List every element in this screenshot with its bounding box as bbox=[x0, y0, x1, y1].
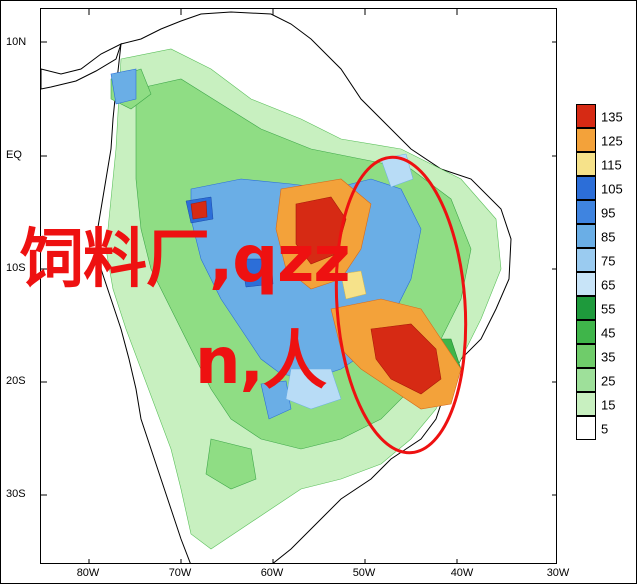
legend-label: 115 bbox=[601, 157, 622, 173]
legend-swatch bbox=[576, 344, 596, 368]
precip-yellow bbox=[340, 270, 367, 300]
axis-ticks bbox=[41, 9, 556, 563]
central-america bbox=[41, 43, 122, 90]
legend-label: 45 bbox=[601, 325, 616, 341]
legend-label: 55 bbox=[601, 301, 616, 317]
overlay-text-line2: n,人 bbox=[195, 325, 327, 399]
precip-map bbox=[41, 9, 556, 563]
legend-label: 65 bbox=[601, 277, 616, 293]
legend-swatch bbox=[576, 392, 596, 416]
legend-label: 85 bbox=[601, 229, 616, 245]
legend-swatch bbox=[576, 368, 596, 392]
legend-swatch bbox=[576, 224, 596, 248]
legend-swatch bbox=[576, 416, 596, 440]
map-panel bbox=[40, 8, 557, 564]
lon-label: 30W bbox=[546, 567, 570, 579]
legend-swatch bbox=[576, 272, 596, 296]
highlight-ellipse bbox=[334, 155, 468, 455]
lon-label: 60W bbox=[260, 567, 284, 579]
lat-label: 30S bbox=[6, 488, 26, 500]
precip-light-blue bbox=[285, 153, 414, 410]
legend-label: 75 bbox=[601, 253, 616, 269]
legend-swatch bbox=[576, 320, 596, 344]
legend-swatch bbox=[576, 200, 596, 224]
lat-label: 20S bbox=[6, 375, 26, 387]
legend-label: 15 bbox=[601, 397, 616, 413]
legend-swatch bbox=[576, 248, 596, 272]
lat-label: EQ bbox=[6, 149, 22, 161]
legend-label: 125 bbox=[601, 133, 623, 149]
legend-swatch bbox=[576, 152, 596, 176]
legend-label: 35 bbox=[601, 349, 616, 365]
legend-swatch bbox=[576, 128, 596, 152]
lon-label: 70W bbox=[168, 567, 192, 579]
legend-label: 5 bbox=[601, 421, 609, 437]
legend-swatch bbox=[576, 104, 596, 128]
legend-label: 135 bbox=[601, 109, 623, 125]
overlay-text-line1: 饲料厂,qzz bbox=[20, 223, 351, 297]
lat-label: 10N bbox=[6, 36, 27, 48]
legend-label: 95 bbox=[601, 205, 616, 221]
legend-label: 105 bbox=[601, 181, 623, 197]
legend-swatch bbox=[576, 296, 596, 320]
lon-label: 40W bbox=[450, 567, 474, 579]
lon-label: 50W bbox=[352, 567, 376, 579]
lon-label: 80W bbox=[76, 567, 100, 579]
legend-label: 25 bbox=[601, 373, 616, 389]
legend-swatch bbox=[576, 176, 596, 200]
precip-red bbox=[190, 196, 442, 395]
lat-label: 10S bbox=[6, 262, 26, 274]
